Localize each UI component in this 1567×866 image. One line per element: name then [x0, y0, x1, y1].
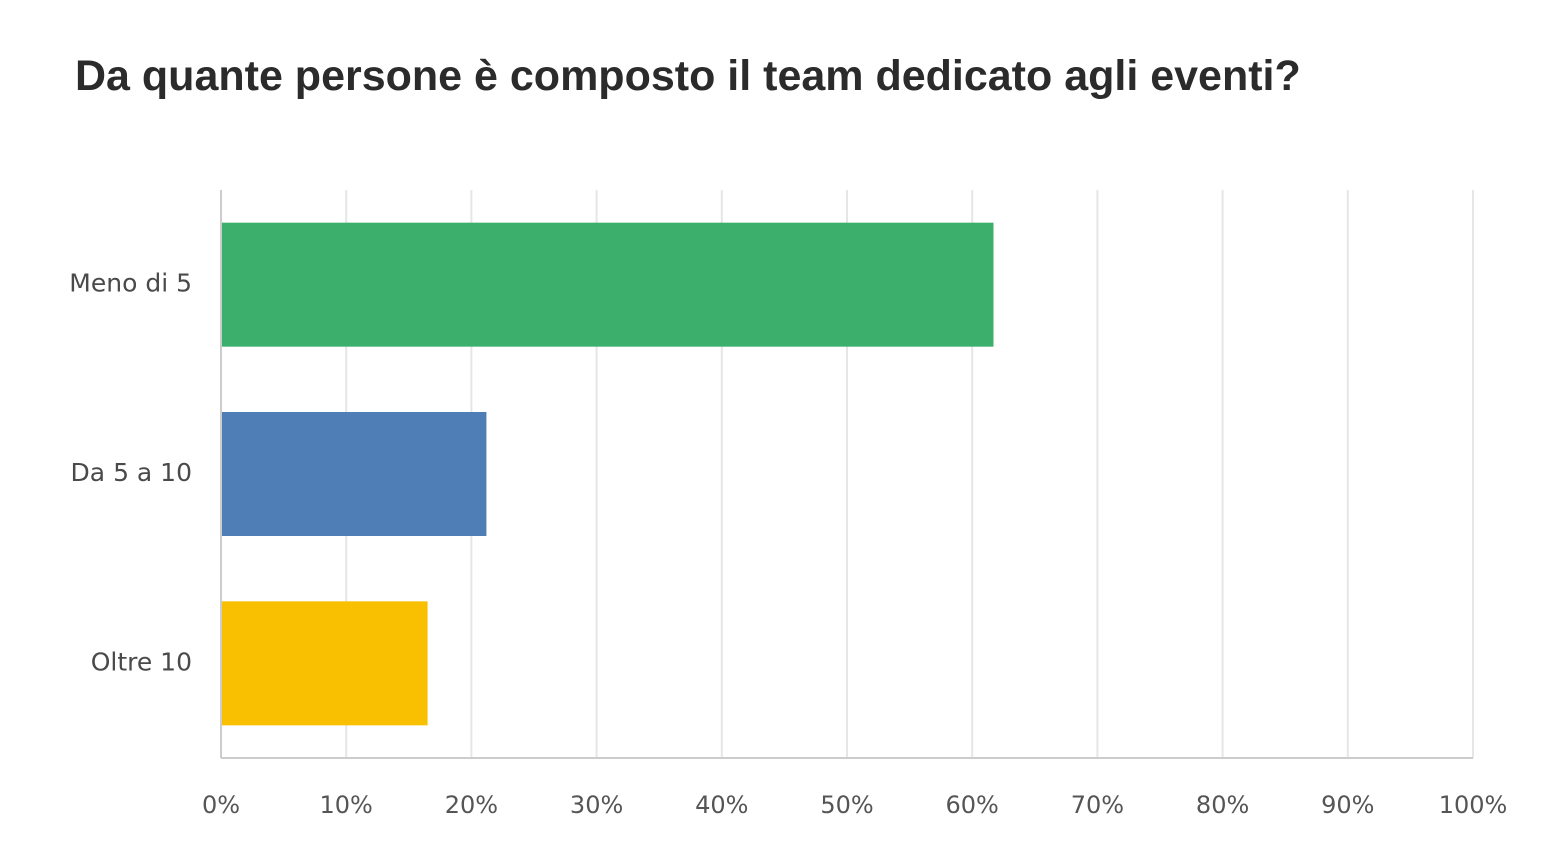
bar-2: [222, 412, 487, 536]
x-tick-label: 80%: [1196, 791, 1249, 819]
category-label: Meno di 5: [69, 269, 192, 298]
x-tick-label: 60%: [946, 791, 999, 819]
x-tick-label: 100%: [1439, 791, 1508, 819]
x-tick-label: 90%: [1321, 791, 1374, 819]
x-tick-label: 40%: [695, 791, 748, 819]
x-tick-label: 10%: [320, 791, 373, 819]
bar-1: [222, 222, 994, 347]
category-label: Oltre 10: [91, 647, 192, 676]
x-tick-label: 70%: [1071, 791, 1124, 819]
category-labels: Meno di 5 Da 5 a 10 Oltre 10: [69, 269, 192, 677]
bars: [222, 222, 994, 726]
x-tick-label: 50%: [820, 791, 873, 819]
chart-title: Da quante persone è composto il team ded…: [75, 52, 1301, 100]
axes: [220, 190, 1473, 759]
category-label: Da 5 a 10: [71, 458, 192, 487]
x-tick-label: 0%: [202, 791, 240, 819]
x-tick-label: 30%: [570, 791, 623, 819]
x-tick-labels: 0% 10% 20% 30% 40% 50% 60% 70% 80% 90% 100%: [202, 791, 1507, 819]
x-tick-label: 20%: [445, 791, 498, 819]
bar-3: [222, 601, 428, 726]
